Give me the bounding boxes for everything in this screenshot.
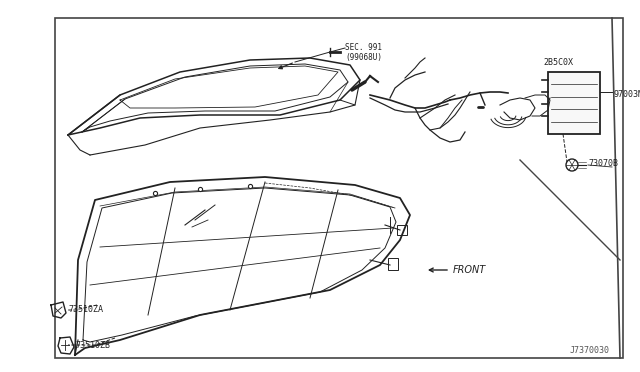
Text: J7370030: J7370030 bbox=[570, 346, 610, 355]
Text: 73510ZB: 73510ZB bbox=[75, 341, 110, 350]
Text: 73510ZA: 73510ZA bbox=[68, 305, 103, 314]
Text: 2B5C0X: 2B5C0X bbox=[543, 58, 573, 67]
Bar bbox=[397, 225, 407, 235]
Bar bbox=[388, 258, 398, 270]
Text: 97003M: 97003M bbox=[614, 90, 640, 99]
Bar bbox=[55, 18, 623, 358]
Text: 73070B: 73070B bbox=[588, 159, 618, 168]
Text: FRONT: FRONT bbox=[453, 265, 486, 275]
Bar bbox=[548, 72, 600, 134]
Text: SEC. 991
(99068U): SEC. 991 (99068U) bbox=[345, 43, 382, 62]
